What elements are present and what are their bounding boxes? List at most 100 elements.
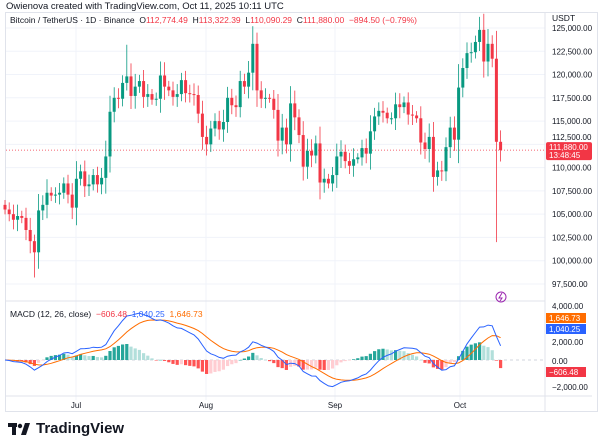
candle-body [184, 80, 188, 94]
macd-histogram-bar [419, 359, 423, 361]
candle-body [209, 128, 213, 145]
candle-body [62, 183, 66, 193]
candle-body [242, 81, 246, 87]
candle-body [226, 97, 230, 123]
macd-histogram-bar [104, 355, 108, 360]
candle-body [247, 72, 251, 87]
candle-body [163, 75, 167, 87]
candle-body [419, 118, 423, 143]
candle-body [142, 81, 146, 97]
candle-body [45, 192, 49, 205]
candle-body [457, 87, 461, 140]
macd-tick: −2,000.00 [552, 383, 588, 392]
macd-histogram-bar [406, 353, 410, 360]
candle-body [230, 97, 234, 106]
macd-histogram-bar [58, 354, 62, 360]
price-tick: 112,500.00 [552, 133, 592, 142]
candle-body [200, 113, 204, 137]
price-tick: 120,000.00 [552, 71, 593, 80]
macd-histogram-bar [242, 358, 246, 360]
macd-legend: MACD (12, 26, close) −606.48 1,040.25 1,… [10, 309, 203, 319]
macd-histogram-bar [49, 355, 53, 360]
macd-histogram-bar [490, 350, 494, 360]
macd-histogram-bar [305, 360, 309, 370]
candle-body [125, 76, 129, 83]
macd-title: MACD (12, 26, close) [10, 309, 92, 319]
macd-histogram-bar [28, 360, 32, 365]
macd-histogram-bar [32, 360, 36, 366]
candle-body [16, 216, 20, 220]
candle-body [259, 90, 263, 99]
macd-histogram-bar [272, 360, 276, 364]
macd-histogram-bar [146, 355, 150, 360]
high-value: 113,322.39 [198, 15, 241, 25]
credit-line: Owienova created with TradingView.com, O… [6, 1, 284, 12]
tradingview-logo-icon [8, 422, 30, 435]
candle-body [415, 115, 419, 119]
macd-histogram-bar [100, 357, 104, 360]
price-tick: 125,000.00 [552, 24, 593, 33]
macd-histogram-bar [154, 360, 158, 361]
candle-body [398, 104, 402, 108]
macd-histogram-bar [142, 353, 146, 360]
candle-body [486, 43, 490, 62]
candle-body [410, 114, 414, 116]
candle-body [268, 97, 272, 99]
macd-histogram-bar [150, 358, 154, 360]
candle-body [385, 112, 389, 119]
candle-body [297, 117, 301, 136]
candle-body [402, 102, 406, 108]
macd-histogram-bar [465, 346, 469, 360]
low-value: 110,090.29 [250, 15, 293, 25]
macd-histogram-bar [364, 356, 368, 360]
candle-body [70, 194, 74, 208]
candle-body [499, 141, 503, 151]
candle-body [137, 81, 141, 87]
candle-body [146, 94, 150, 97]
candle-body [213, 121, 217, 129]
currency-unit[interactable]: USDT [552, 13, 576, 23]
macd-histogram-bar [112, 347, 116, 360]
macd-histogram-bar [368, 353, 372, 360]
macd-line-value: 1,040.25 [131, 309, 165, 319]
macd-histogram-bar [125, 344, 129, 360]
high-label: H [192, 15, 199, 25]
candle-body [3, 204, 7, 210]
macd-histogram-bar [263, 359, 267, 361]
candle-body [293, 103, 297, 118]
macd-histogram-bar [385, 349, 389, 360]
macd-histogram-bar [184, 360, 188, 366]
candle-body [490, 43, 494, 59]
macd-histogram-bar [402, 351, 406, 360]
candle-body [284, 127, 288, 145]
tradingview-logo[interactable]: TradingView [8, 420, 124, 437]
price-tick: 100,000.00 [552, 257, 593, 266]
macd-histogram-bar [339, 360, 343, 363]
macd-histogram-bar [200, 360, 204, 372]
macd-histogram-bar [494, 360, 498, 361]
macd-histogram-bar [205, 360, 209, 374]
candle-body [104, 156, 108, 178]
macd-histogram-bar [335, 360, 339, 366]
macd-histogram-bar [444, 360, 448, 368]
lightning-icon-bolt [498, 292, 503, 302]
macd-histogram-bar [167, 360, 171, 363]
macd-histogram-bar [95, 357, 99, 360]
candle-body [217, 121, 221, 130]
candle-body [100, 177, 104, 185]
candle-body [494, 58, 498, 142]
candle-body [389, 118, 393, 120]
macd-histogram-bar [179, 360, 183, 365]
macd-histogram-bar [209, 360, 213, 374]
macd-histogram-bar [452, 360, 456, 363]
candle-body [373, 116, 377, 132]
macd-histogram-bar [360, 356, 364, 360]
macd-histogram-bar [310, 360, 314, 370]
macd-histogram-bar [301, 360, 305, 370]
macd-histogram-bar [121, 344, 125, 360]
macd-histogram-bar [255, 355, 259, 360]
candle-body [66, 183, 70, 195]
macd-value-label: 1,040.25 [549, 325, 581, 334]
macd-histogram-bar [331, 360, 335, 369]
